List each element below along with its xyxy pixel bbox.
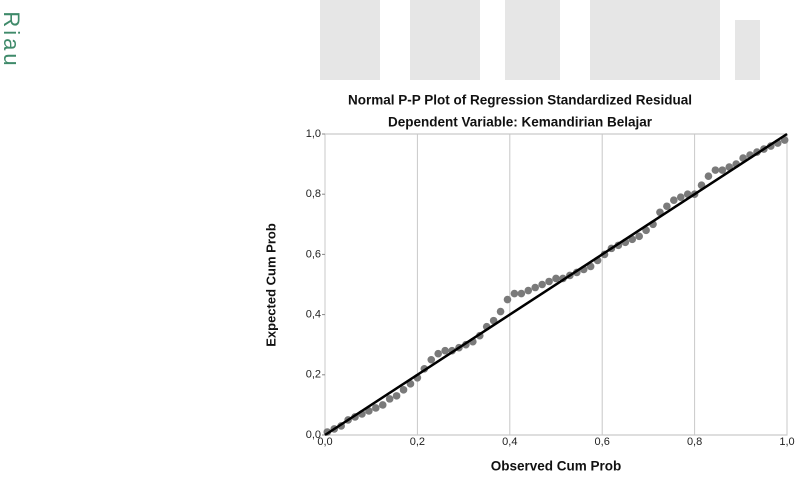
point [517, 289, 526, 298]
point [663, 202, 671, 211]
point [670, 196, 678, 205]
point [552, 274, 560, 283]
y-tick-label: 0,4 [306, 309, 321, 321]
point [372, 404, 380, 412]
y-tick-label: 0,2 [306, 369, 321, 381]
point [711, 166, 720, 174]
point [524, 286, 533, 295]
point [704, 172, 713, 180]
point [399, 386, 408, 394]
x-tick-label: 0,2 [410, 436, 425, 448]
y-tick-label: 0,0 [306, 429, 321, 441]
grid [322, 133, 788, 436]
marks [323, 132, 789, 437]
point [718, 166, 727, 174]
watermark-block [410, 0, 480, 80]
x-axis-label: Observed Cum Prob [491, 459, 622, 474]
point [441, 346, 449, 355]
x-tick-label: 0,8 [687, 436, 702, 448]
x-tick-label: 1,0 [779, 436, 794, 448]
point [545, 277, 553, 286]
watermark-block [505, 0, 560, 80]
x-tick-label: 0,6 [595, 436, 610, 448]
point [635, 232, 643, 241]
point [531, 283, 540, 292]
x-tick-label: 0,0 [317, 436, 332, 448]
point [427, 355, 436, 364]
reference-line [324, 132, 788, 437]
watermark-block [320, 0, 380, 80]
y-tick-label: 0,8 [306, 188, 321, 200]
chart-subtitle: Dependent Variable: Kemandirian Belajar [388, 115, 653, 130]
point [378, 401, 387, 409]
point [503, 295, 512, 304]
point [676, 193, 685, 202]
point [496, 307, 505, 316]
y-tick-label: 0,6 [306, 248, 321, 260]
x-tick-label: 0,4 [502, 436, 517, 448]
point [510, 289, 519, 298]
point [385, 395, 394, 403]
watermark-block [590, 0, 720, 80]
y-tick-label: 1,0 [306, 128, 321, 140]
point [538, 280, 546, 289]
chart-title: Normal P-P Plot of Regression Standardiz… [348, 93, 692, 108]
y-axis-label: Expected Cum Prob [263, 223, 278, 347]
watermark-block [735, 20, 760, 80]
watermark-text: Riau [0, 11, 24, 68]
point [392, 392, 401, 400]
watermark-shapes [320, 0, 760, 80]
point [434, 349, 442, 358]
